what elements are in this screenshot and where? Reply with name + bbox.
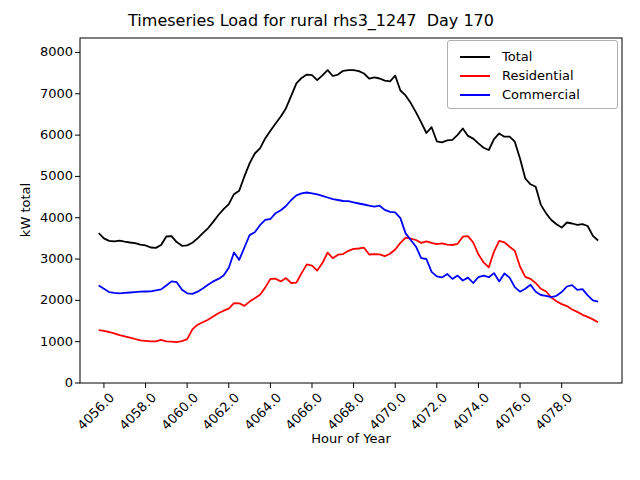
legend-entry-residential: Residential xyxy=(460,66,617,85)
matplotlib-figure: Timeseries Load for rural rhs3_1247 Day … xyxy=(0,0,640,480)
legend-label-residential: Residential xyxy=(502,68,574,83)
legend-label-commercial: Commercial xyxy=(502,87,580,102)
legend-entry-total: Total xyxy=(460,47,617,66)
y-tick-label: 5000 xyxy=(0,168,73,184)
legend-line-sample-residential xyxy=(460,75,490,77)
y-tick-label: 4000 xyxy=(0,210,73,226)
y-tick-label: 8000 xyxy=(0,44,73,60)
y-tick-label: 3000 xyxy=(0,251,73,267)
series-line-commercial xyxy=(99,193,598,302)
y-tick-label: 0 xyxy=(0,375,73,391)
chart-title: Timeseries Load for rural rhs3_1247 Day … xyxy=(0,11,622,30)
y-tick-label: 1000 xyxy=(0,334,73,350)
y-tick-label: 6000 xyxy=(0,127,73,143)
y-tick-label: 2000 xyxy=(0,292,73,308)
legend-label-total: Total xyxy=(502,49,532,64)
legend: Total Residential Commercial xyxy=(447,40,618,109)
legend-line-sample-total xyxy=(460,56,490,58)
x-axis-label: Hour of Year xyxy=(80,431,622,446)
y-tick-label: 7000 xyxy=(0,86,73,102)
legend-line-sample-commercial xyxy=(460,94,490,96)
legend-entry-commercial: Commercial xyxy=(460,85,617,104)
